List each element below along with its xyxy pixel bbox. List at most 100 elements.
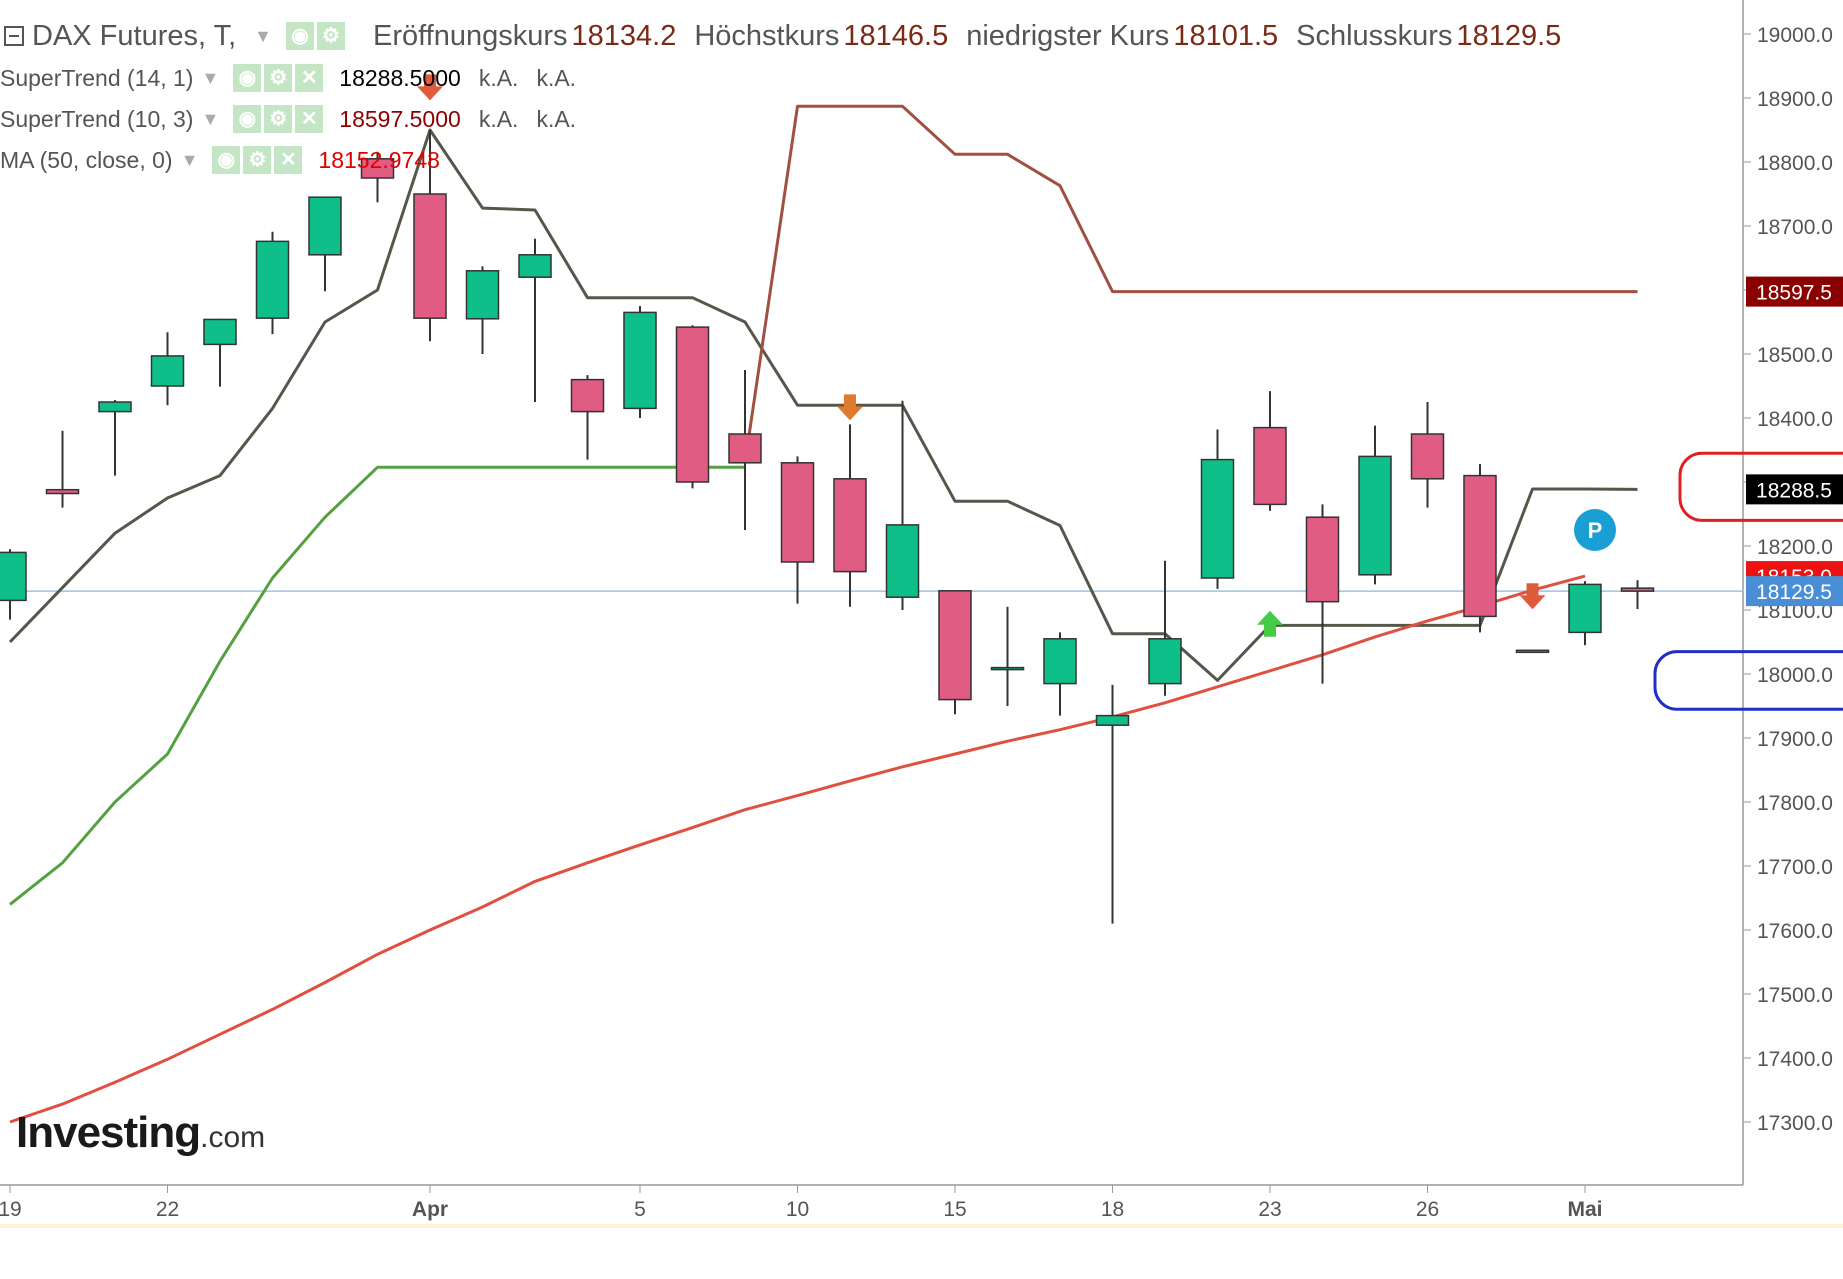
candle-body — [1305, 516, 1340, 603]
eye-icon[interactable]: ◉ — [233, 64, 262, 92]
candle-body — [623, 311, 657, 410]
annotation-box — [1653, 650, 1843, 711]
legend-controls: ◉ ⚙ — [285, 22, 345, 50]
x-tick-label: 23 — [1258, 1198, 1281, 1221]
investing-logo[interactable]: Investing.com — [16, 1108, 265, 1158]
indicator-row-supertrend-10: SuperTrend (10, 3) ▼ ◉ ⚙ ✕ 18597.5000 k.A.… — [0, 103, 594, 135]
chevron-down-icon[interactable]: ▼ — [180, 149, 199, 170]
x-tick-label: 26 — [1416, 1198, 1439, 1221]
candle-body — [1148, 638, 1182, 685]
candle-body — [98, 401, 132, 413]
eye-icon[interactable]: ◉ — [233, 105, 262, 133]
close-icon[interactable]: ✕ — [295, 105, 324, 133]
sell-arrow-icon — [1519, 583, 1546, 610]
ohlc-header: DAX Futures, T, ▼ ◉ ⚙ Eröffnungskurs 1813… — [0, 16, 1561, 56]
y-tick-label: 18500.0 — [1757, 344, 1833, 367]
candle-body — [360, 158, 395, 179]
y-tick-label: 18800.0 — [1757, 152, 1833, 175]
candle-body — [833, 478, 867, 573]
candle-body — [0, 551, 27, 602]
indicator-row-ma: MA (50, close, 0) ▼ ◉ ⚙ ✕ 18152.9748 — [0, 144, 458, 176]
y-tick-label: 18200.0 — [1757, 536, 1833, 559]
y-tick-label: 17800.0 — [1757, 792, 1833, 815]
close-icon[interactable]: ✕ — [274, 146, 303, 174]
indicator-controls: ◉ ⚙ ✕ — [212, 146, 303, 174]
candle-body — [45, 488, 80, 495]
low-label: niedrigster Kurs — [966, 19, 1170, 52]
indicator-value: 18597.5000 — [339, 105, 461, 132]
high-value: 18146.5 — [843, 19, 949, 52]
candle-body — [1095, 714, 1130, 726]
chevron-down-icon[interactable]: ▼ — [201, 67, 220, 88]
gear-icon[interactable]: ⚙ — [264, 64, 293, 92]
indicator-name: SuperTrend (10, 3) — [0, 105, 194, 132]
chevron-down-icon[interactable]: ▼ — [254, 25, 272, 46]
series-line — [743, 104, 1638, 464]
x-tick-label: 22 — [156, 1198, 179, 1221]
x-tick-label: 18 — [1101, 1198, 1124, 1221]
candle-body — [1200, 458, 1235, 579]
y-tick-label: 19000.0 — [1757, 24, 1833, 47]
candle-body — [255, 240, 290, 319]
y-tick-label: 17900.0 — [1757, 728, 1833, 751]
sell-arrow-icon — [417, 74, 443, 101]
y-tick-label: 17600.0 — [1757, 920, 1833, 943]
open-value: 18134.2 — [571, 19, 677, 52]
open-label: Eröffnungskurs — [372, 19, 568, 52]
gear-icon[interactable]: ⚙ — [316, 22, 345, 50]
candle-body — [1043, 638, 1077, 685]
candle-body — [1515, 649, 1550, 654]
indicator-controls: ◉ ⚙ ✕ — [233, 64, 324, 92]
candle-body — [150, 355, 185, 387]
logo-text: Investing — [16, 1108, 201, 1157]
y-tick-label: 17500.0 — [1757, 984, 1833, 1007]
high-label: Höchstkurs — [694, 19, 840, 52]
footer-strip — [0, 1224, 1843, 1228]
price-tag-label: 18288.5 — [1756, 479, 1832, 502]
candle-body — [1620, 587, 1655, 592]
x-tick-label: 10 — [786, 1198, 809, 1221]
chevron-down-icon[interactable]: ▼ — [201, 108, 220, 129]
close-icon[interactable]: ✕ — [295, 64, 324, 92]
gear-icon[interactable]: ⚙ — [264, 105, 293, 133]
collapse-icon[interactable] — [4, 26, 24, 46]
pivot-marker-label: P — [1588, 518, 1603, 543]
candle-body — [1358, 455, 1392, 576]
y-tick-label: 18700.0 — [1757, 216, 1833, 239]
y-tick-label: 18400.0 — [1757, 408, 1833, 431]
close-label: Schlusskurs — [1296, 19, 1453, 52]
sell-arrow-icon — [837, 394, 863, 421]
x-tick-label: 5 — [634, 1198, 646, 1221]
gear-icon[interactable]: ⚙ — [243, 146, 272, 174]
candle-body — [1463, 474, 1497, 618]
candle-body — [1410, 433, 1445, 480]
x-tick-label: Apr — [412, 1198, 448, 1221]
indicator-value: 18288.5000 — [339, 64, 461, 91]
candle-body — [675, 326, 710, 483]
candle-body — [203, 318, 237, 346]
candle-body — [465, 270, 500, 320]
low-value: 18101.5 — [1173, 19, 1279, 52]
candle-body — [308, 196, 342, 256]
eye-icon[interactable]: ◉ — [285, 22, 314, 50]
indicator-name: MA (50, close, 0) — [0, 146, 173, 173]
price-tag-label: 18129.5 — [1756, 581, 1832, 604]
price-tag-label: 18597.5 — [1756, 282, 1832, 305]
annotation-box — [1678, 451, 1843, 522]
y-tick-label: 17700.0 — [1757, 856, 1833, 879]
candle-body — [938, 590, 972, 701]
buy-arrow-icon — [1257, 610, 1283, 637]
candle-body — [780, 462, 815, 563]
indicator-name: SuperTrend (14, 1) — [0, 64, 194, 91]
x-tick-label: Mai — [1567, 1198, 1602, 1221]
price-tag — [1746, 474, 1843, 505]
candle-body — [728, 433, 762, 464]
series-line — [9, 465, 745, 906]
price-tag — [1746, 576, 1843, 607]
series-line — [9, 574, 1586, 1124]
indicator-value-3: k.A. — [536, 105, 577, 132]
eye-icon[interactable]: ◉ — [212, 146, 241, 174]
y-tick-label: 17300.0 — [1757, 1112, 1833, 1135]
candle-body — [1253, 426, 1287, 506]
